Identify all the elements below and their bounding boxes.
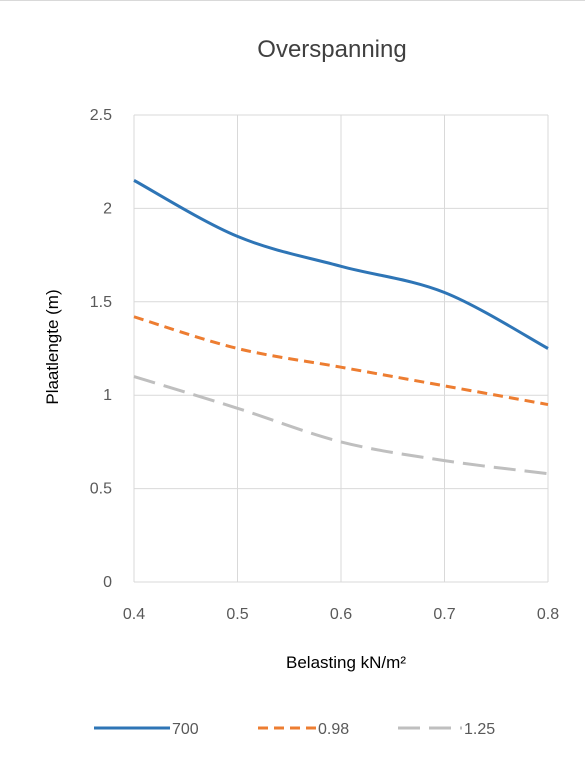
y-tick-label: 1	[103, 387, 112, 404]
y-tick-label: 0	[103, 574, 112, 591]
y-axis-label: Plaatlengte (m)	[43, 289, 62, 404]
grid	[133, 114, 549, 583]
series-lines	[133, 179, 549, 476]
x-tick-label: 0.6	[330, 606, 352, 623]
legend-label-3: 1.25	[464, 721, 495, 738]
x-axis-label: Belasting kN/m²	[286, 653, 406, 672]
legend-label-1: 700	[172, 721, 199, 738]
legend: 700 0.98 1.25	[94, 721, 495, 738]
series-line-1	[133, 179, 549, 350]
x-tick-labels: 0.4 0.5 0.6 0.7 0.8	[123, 606, 559, 623]
y-tick-label: 2	[103, 200, 112, 217]
y-tick-labels: 0 0.5 1 1.5 2 2.5	[90, 107, 112, 591]
legend-label-2: 0.98	[318, 721, 349, 738]
x-tick-label: 0.4	[123, 606, 145, 623]
x-tick-label: 0.5	[226, 606, 248, 623]
series-line-2	[133, 315, 549, 407]
chart-title: Overspanning	[257, 36, 406, 63]
y-tick-label: 2.5	[90, 107, 112, 124]
x-tick-label: 0.8	[537, 606, 559, 623]
y-tick-label: 1.5	[90, 294, 112, 311]
series-line-3	[133, 375, 549, 476]
y-tick-label: 0.5	[90, 481, 112, 498]
x-tick-label: 0.7	[433, 606, 455, 623]
